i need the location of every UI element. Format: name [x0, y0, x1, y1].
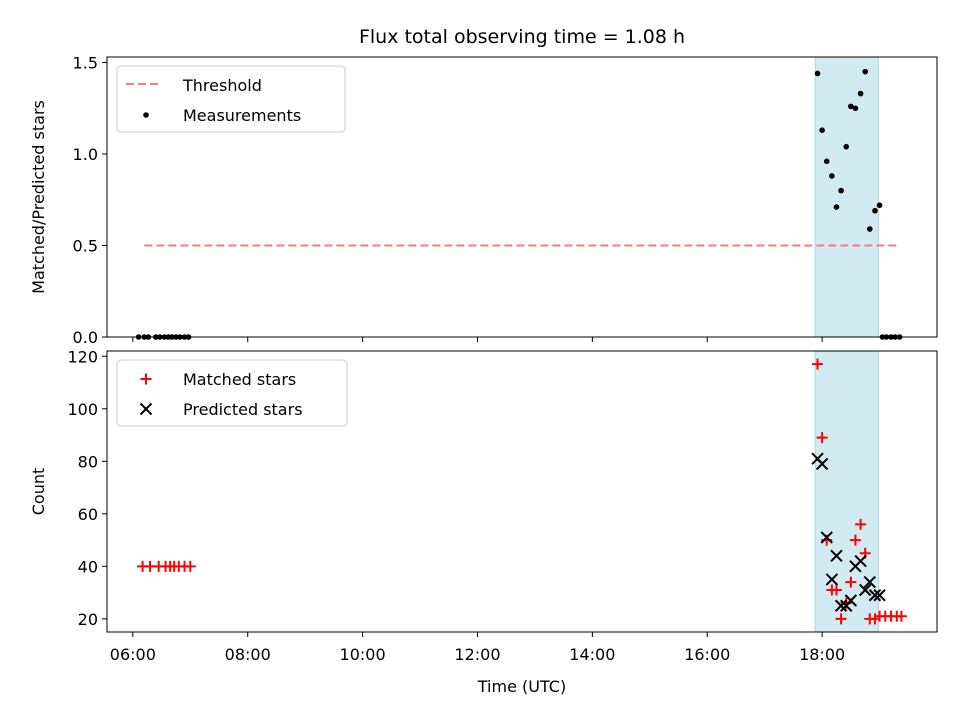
predicted-star-point — [854, 554, 867, 568]
x-tick-label: 16:00 — [684, 645, 730, 664]
matched-star-point — [835, 613, 847, 625]
legend-label: Predicted stars — [183, 400, 303, 419]
predicted-star-point — [834, 599, 848, 612]
x-tick-label: 08:00 — [225, 645, 271, 664]
measurement-point — [843, 143, 850, 150]
matched-star-point — [895, 610, 907, 622]
y-tick-label: 60 — [78, 505, 98, 524]
predicted-star-point — [844, 594, 858, 607]
y-tick-label: 120 — [67, 347, 98, 366]
y-tick-label: 0.0 — [73, 328, 98, 347]
axes-frame — [106, 350, 938, 633]
axes-frame — [106, 56, 938, 338]
measurement-point — [848, 103, 854, 110]
y-tick-label: 20 — [78, 610, 98, 629]
x-tick-label: 14:00 — [569, 645, 615, 664]
legend-label: Measurements — [183, 106, 301, 125]
measurement-point — [829, 173, 835, 179]
y-tick-label: 1.0 — [73, 145, 98, 164]
measurement-point — [857, 90, 864, 97]
y-tick-label: 0.5 — [73, 236, 98, 255]
measurement-point — [814, 70, 821, 77]
predicted-star-point — [815, 457, 829, 471]
chart-title: Flux total observing time = 1.08 h — [359, 26, 685, 48]
measurement-point — [819, 127, 825, 134]
measurement-point — [876, 202, 883, 209]
predicted-star-point — [830, 549, 843, 563]
measurement-point — [852, 105, 859, 112]
predicted-star-point — [858, 583, 872, 597]
observing-time-band — [814, 56, 879, 338]
bottom-panel: 20 40 60 80 100 120 06:00 08:00 10:00 12:00 14:00 1… — [29, 347, 938, 696]
matched-star-point — [184, 560, 196, 572]
predicted-star-point — [873, 589, 886, 602]
measurement-point — [872, 207, 878, 214]
matched-star-point — [812, 358, 824, 370]
x-tick-label: 18:00 — [799, 645, 845, 664]
observing-time-band — [814, 350, 879, 633]
predicted-star-point — [863, 575, 877, 589]
x-tick-label: 06:00 — [110, 645, 156, 664]
measurement-point — [862, 68, 869, 75]
y-axis-label: Count — [29, 468, 48, 516]
legend-box — [116, 359, 348, 427]
predicted-star-point — [820, 531, 833, 544]
y-tick-label: 40 — [78, 557, 98, 576]
x-axis-label: Time (UTC) — [477, 677, 566, 696]
x-tick-label: 12:00 — [454, 645, 500, 664]
legend-label: Matched stars — [183, 370, 296, 389]
matched-star-point — [845, 576, 857, 588]
legend-measurement-swatch — [143, 112, 149, 118]
x-tick-label: 10:00 — [340, 645, 386, 664]
y-tick-label: 80 — [78, 452, 98, 471]
legend-matched-swatch — [140, 373, 152, 385]
matched-star-point — [830, 584, 842, 596]
predicted-star-point — [868, 589, 882, 602]
measurement-point — [833, 204, 840, 210]
matched-star-point — [855, 518, 867, 530]
measurement-point — [866, 226, 873, 232]
legend-label: Threshold — [182, 76, 262, 95]
top-panel: 0.0 0.5 1.0 1.5 Matched/Predicted stars Thres… — [29, 53, 938, 347]
y-tick-label: 100 — [67, 400, 98, 419]
predicted-star-point — [825, 573, 839, 586]
legend-predicted-swatch — [139, 402, 153, 416]
y-axis-label: Matched/Predicted stars — [29, 100, 48, 294]
measurement-point — [838, 187, 844, 194]
matched-star-point — [816, 432, 828, 444]
y-tick-label: 1.5 — [73, 53, 98, 72]
legend-box — [116, 65, 346, 133]
measurement-point — [823, 158, 830, 165]
matched-star-point — [849, 534, 861, 546]
